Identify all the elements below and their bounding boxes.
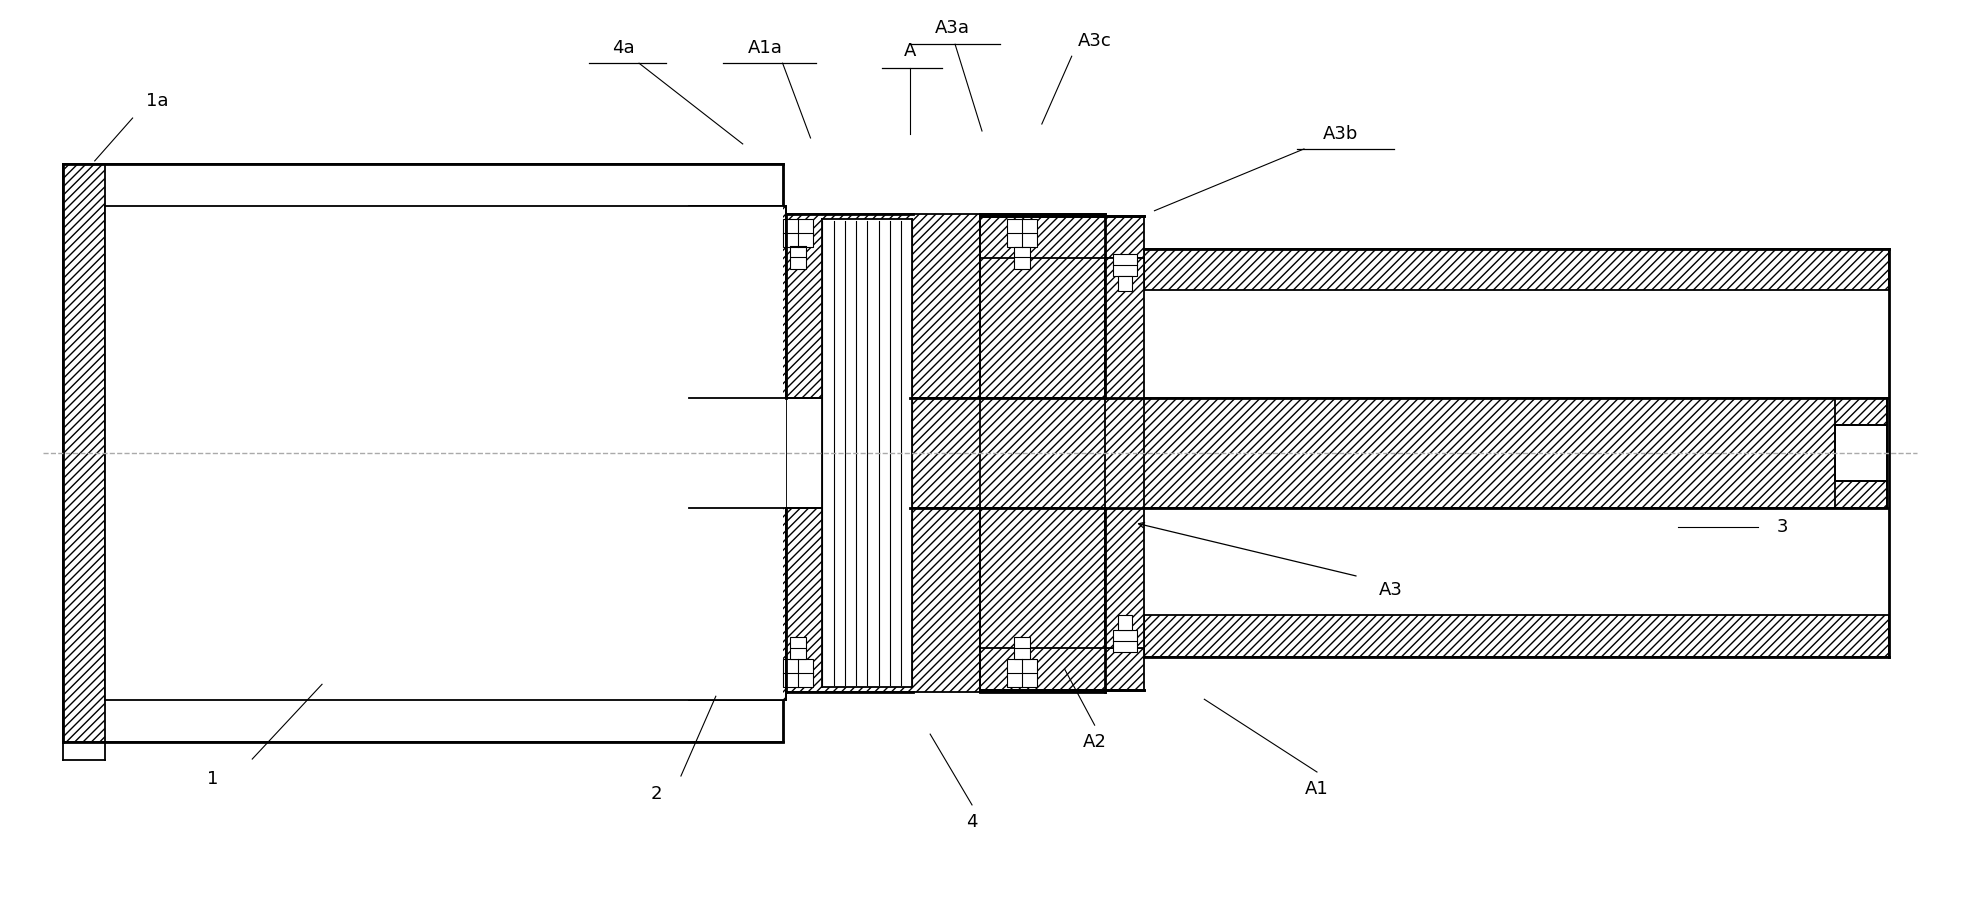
Text: A2: A2 — [1082, 733, 1106, 751]
Bar — [1006, 219, 1037, 247]
Bar — [63, 164, 104, 742]
Bar — [1145, 249, 1888, 291]
Text: 3: 3 — [1777, 518, 1788, 536]
Bar — [1118, 614, 1131, 631]
Text: 4a: 4a — [612, 39, 635, 57]
Bar — [63, 700, 782, 742]
Bar — [63, 164, 782, 742]
Bar — [1104, 258, 1145, 648]
Text: 4: 4 — [967, 813, 979, 831]
Bar — [980, 214, 1104, 398]
Bar — [63, 164, 784, 742]
Bar — [1112, 631, 1137, 653]
Bar — [278, 431, 318, 475]
Bar — [980, 508, 1104, 692]
Bar — [728, 205, 782, 363]
Bar — [688, 205, 786, 700]
Text: A3c: A3c — [1079, 33, 1112, 51]
Bar — [782, 660, 812, 687]
Text: 1: 1 — [206, 770, 218, 788]
Bar — [790, 637, 806, 660]
Bar — [786, 214, 980, 398]
Bar — [782, 219, 812, 247]
Bar — [822, 219, 912, 687]
Bar — [1006, 660, 1037, 687]
Bar — [351, 293, 645, 613]
Bar — [728, 543, 782, 700]
Bar — [980, 648, 1145, 691]
Bar — [104, 205, 782, 700]
Bar — [688, 398, 786, 508]
Text: A3: A3 — [1379, 581, 1402, 598]
Text: 2: 2 — [651, 785, 661, 803]
Bar — [1112, 253, 1137, 275]
Bar — [1145, 615, 1888, 657]
Bar — [786, 508, 980, 692]
Bar — [318, 415, 351, 491]
Text: A3a: A3a — [935, 19, 969, 37]
Text: A3b: A3b — [1324, 125, 1359, 143]
Polygon shape — [278, 415, 318, 491]
Text: A1a: A1a — [749, 39, 782, 57]
Bar — [1118, 275, 1131, 291]
Bar — [910, 398, 1886, 508]
Text: A: A — [904, 43, 916, 61]
Bar — [980, 215, 1145, 258]
Bar — [63, 164, 782, 205]
Bar — [790, 247, 806, 269]
Text: A1: A1 — [1306, 780, 1330, 798]
Text: 1a: 1a — [147, 92, 169, 110]
Bar — [1835, 425, 1886, 481]
Bar — [1014, 637, 1030, 660]
Bar — [1014, 247, 1030, 269]
